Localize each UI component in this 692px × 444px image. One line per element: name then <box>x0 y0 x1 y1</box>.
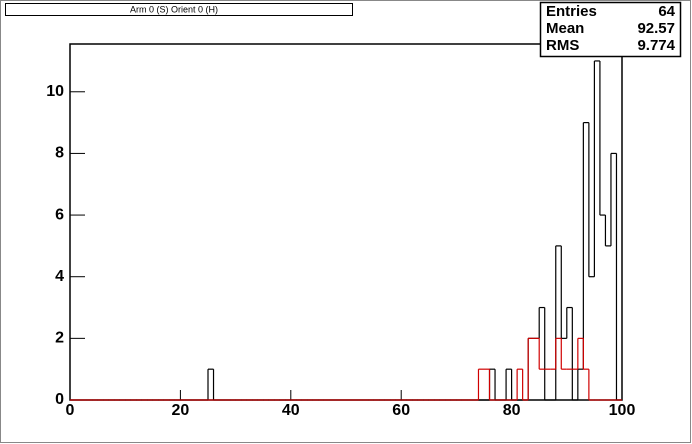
x-tick-label: 100 <box>609 402 636 419</box>
x-tick-label: 20 <box>172 402 190 419</box>
stats-label: RMS <box>546 37 579 54</box>
y-tick-label: 10 <box>46 83 64 100</box>
stats-label: Entries <box>546 3 597 20</box>
stats-value: 64 <box>658 3 675 20</box>
x-tick-label: 0 <box>66 402 75 419</box>
stats-frame <box>539 1 682 58</box>
stats-value: 9.774 <box>637 37 675 54</box>
y-tick-label: 0 <box>55 391 64 408</box>
stats-value: 92.57 <box>637 20 675 37</box>
y-tick-label: 8 <box>55 145 64 162</box>
x-tick-label: 80 <box>503 402 521 419</box>
y-tick-label: 2 <box>55 330 64 347</box>
x-tick-label: 60 <box>392 402 410 419</box>
x-tick-label: 40 <box>282 402 300 419</box>
y-tick-label: 6 <box>55 206 64 223</box>
title-box <box>5 3 353 16</box>
y-tick-label: 4 <box>55 268 64 285</box>
stats-box: Entries 64 Mean 92.57 RMS 9.774 <box>539 1 682 58</box>
chart-title: Arm 0 (S) Orient 0 (H) <box>130 4 218 14</box>
stats-label: Mean <box>546 20 584 37</box>
